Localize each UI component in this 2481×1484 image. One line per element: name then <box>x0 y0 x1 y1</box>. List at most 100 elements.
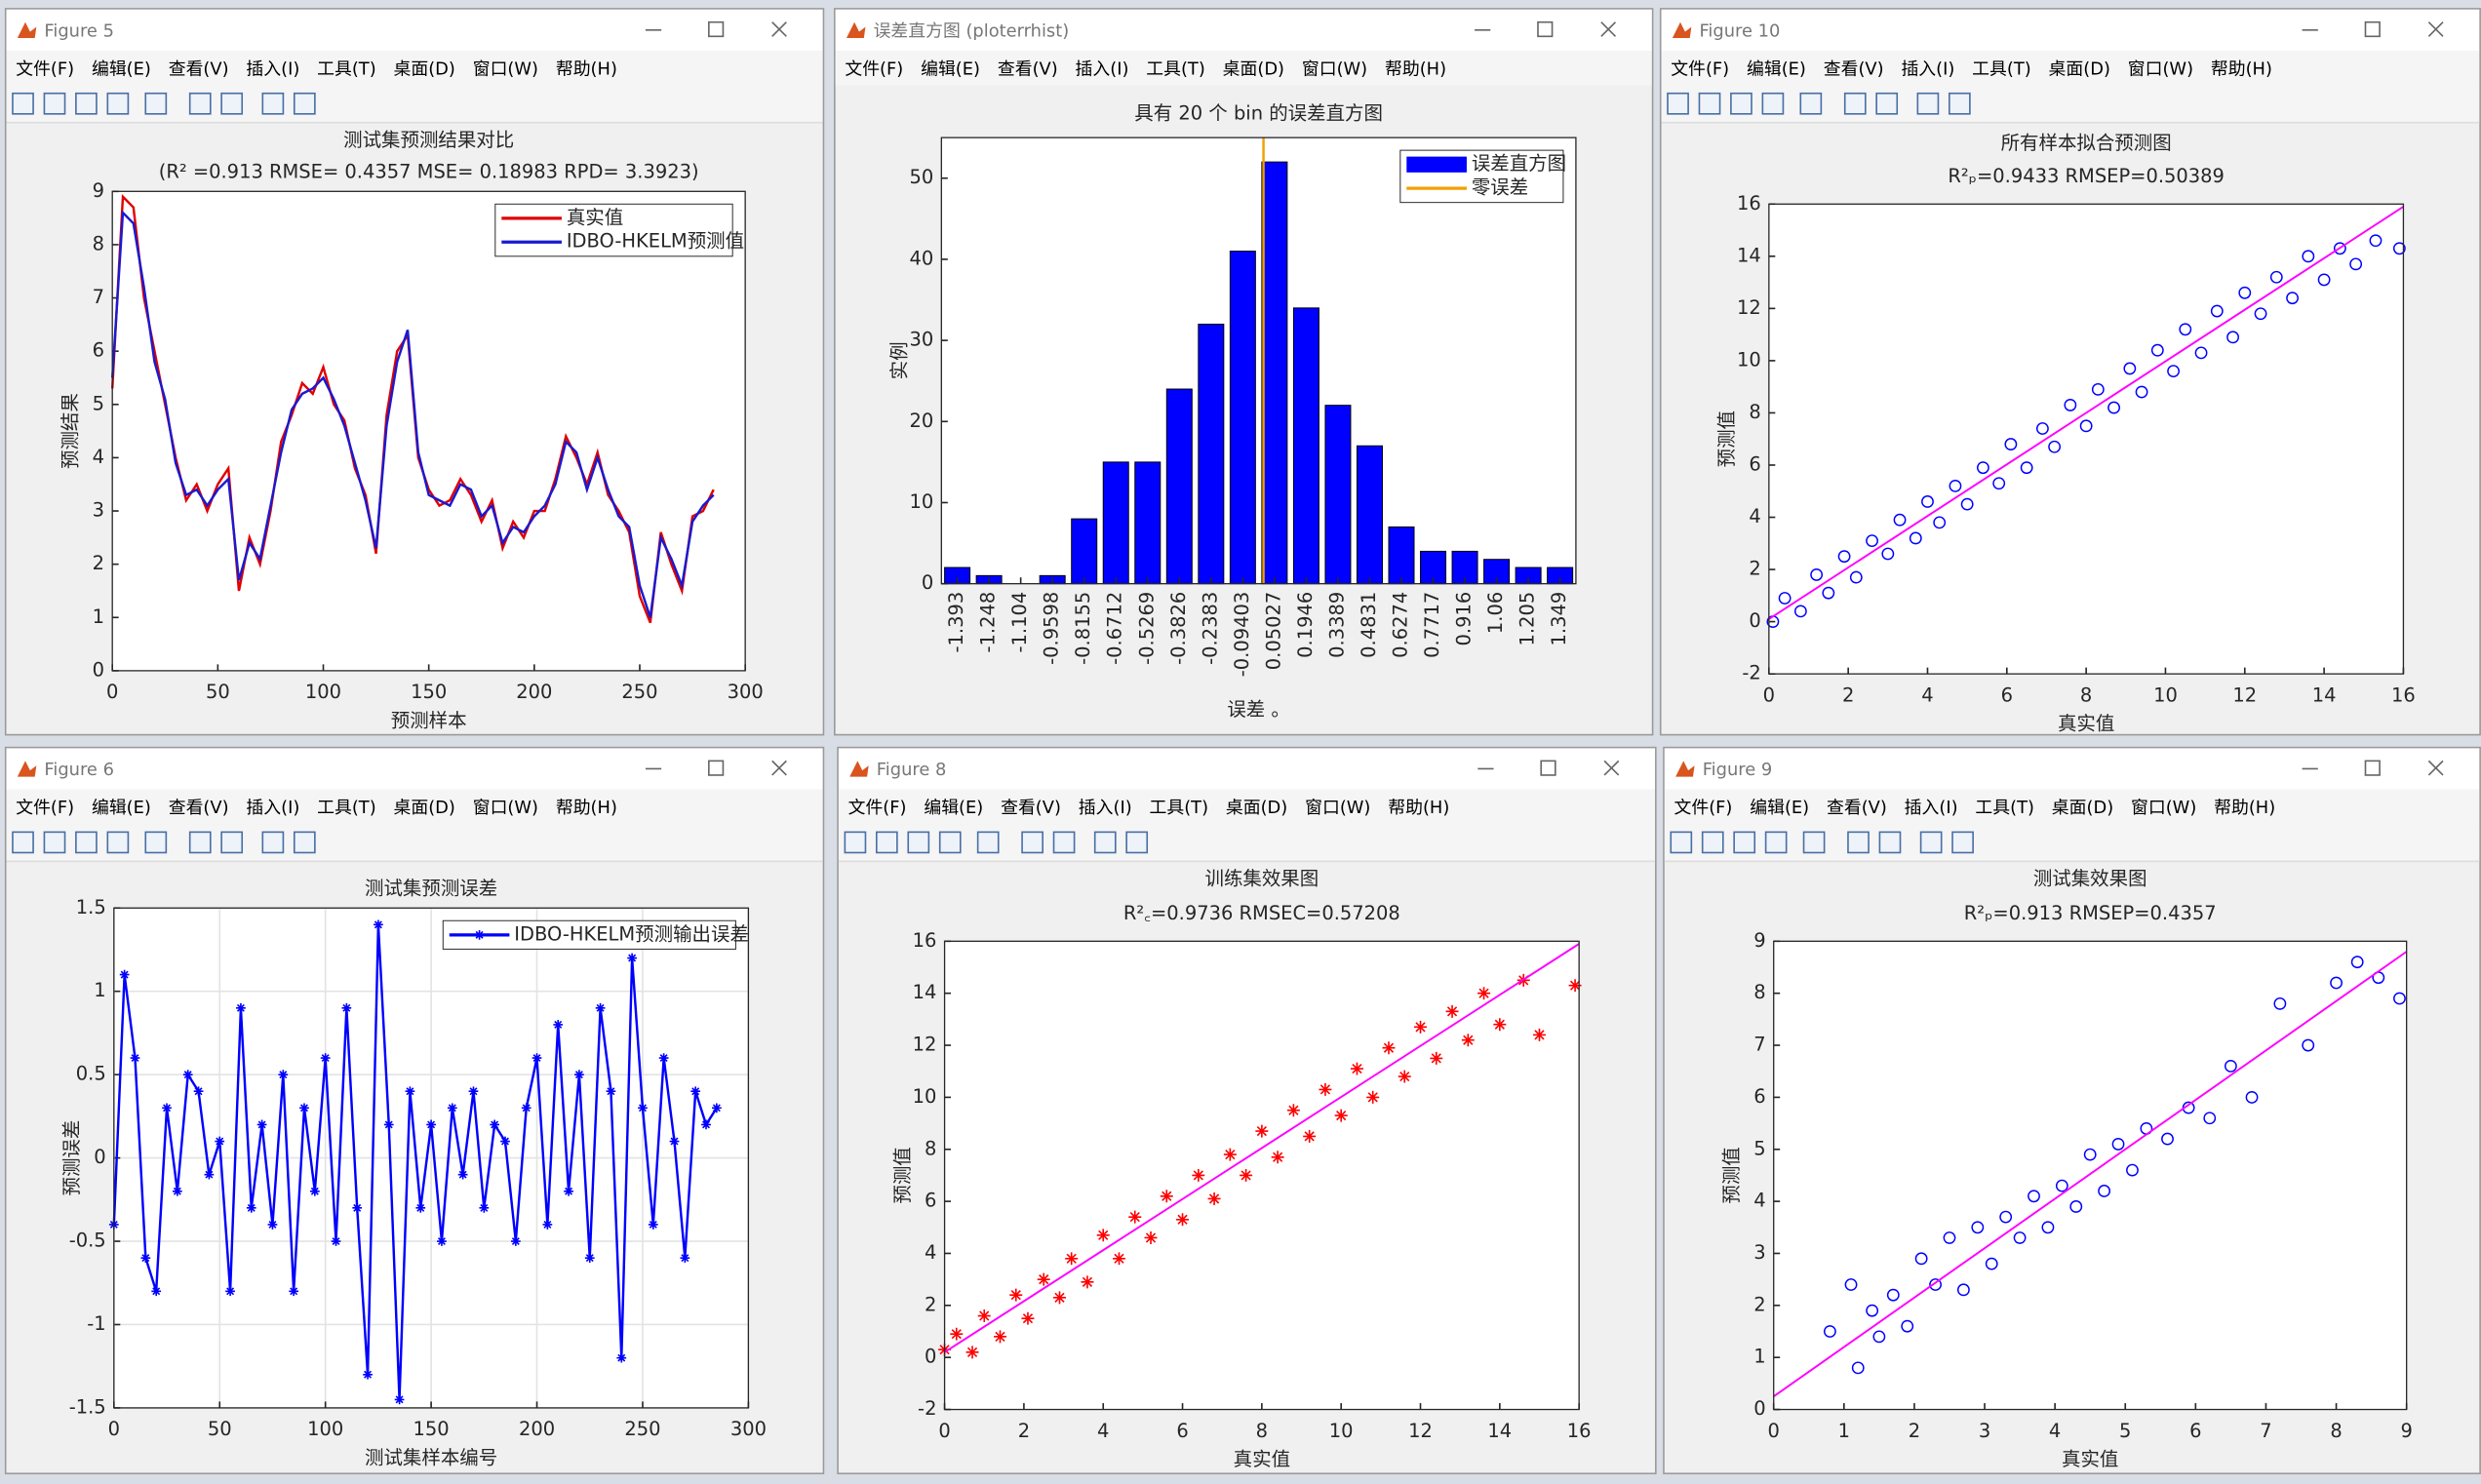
menu-item[interactable]: 文件(F) <box>1674 797 1733 818</box>
tool-button[interactable] <box>261 92 285 115</box>
tool-button[interactable] <box>106 92 130 115</box>
tool-button[interactable] <box>1093 831 1117 854</box>
tool-button[interactable] <box>43 831 66 854</box>
menu-item[interactable]: 编辑(E) <box>91 59 151 80</box>
menu-item[interactable]: 编辑(E) <box>924 797 984 818</box>
close-button[interactable] <box>2427 760 2444 776</box>
tool-button[interactable] <box>144 831 168 854</box>
tool-button[interactable] <box>144 92 168 115</box>
menu-item[interactable]: 查看(V) <box>168 59 229 80</box>
menu-item[interactable]: 查看(V) <box>1827 797 1887 818</box>
tool-button[interactable] <box>220 92 244 115</box>
menu-item[interactable]: 工具(T) <box>1972 59 2031 80</box>
menu-item[interactable]: 桌面(D) <box>2048 59 2110 80</box>
tool-button[interactable] <box>1802 831 1826 854</box>
tool-button[interactable] <box>1919 831 1943 854</box>
menu-item[interactable]: 插入(I) <box>1075 59 1129 80</box>
tool-button[interactable] <box>293 831 316 854</box>
tool-button[interactable] <box>1052 831 1076 854</box>
tool-button[interactable] <box>12 92 34 115</box>
tool-button[interactable] <box>1951 831 1974 854</box>
tool-button[interactable] <box>75 831 98 854</box>
tool-button[interactable] <box>188 831 212 854</box>
menu-item[interactable]: 工具(T) <box>1149 797 1209 818</box>
tool-button[interactable] <box>75 92 98 115</box>
maximize-button[interactable] <box>2364 20 2381 38</box>
menu-item[interactable]: 桌面(D) <box>1222 59 1285 80</box>
tool-button[interactable] <box>1875 92 1899 115</box>
menu-item[interactable]: 查看(V) <box>1001 797 1061 818</box>
menu-item[interactable]: 文件(F) <box>845 59 904 80</box>
menu-item[interactable]: 文件(F) <box>16 59 75 80</box>
menu-item[interactable]: 文件(F) <box>847 797 907 818</box>
tool-button[interactable] <box>188 92 212 115</box>
menu-item[interactable]: 桌面(D) <box>393 797 455 818</box>
menu-item[interactable]: 工具(T) <box>317 797 376 818</box>
menu-item[interactable]: 查看(V) <box>168 797 229 818</box>
menu-item[interactable]: 窗口(W) <box>2127 59 2194 80</box>
close-button[interactable] <box>1600 21 1617 37</box>
menu-item[interactable]: 文件(F) <box>1671 59 1730 80</box>
tool-button[interactable] <box>1667 92 1689 115</box>
tool-button[interactable] <box>1799 92 1823 115</box>
tool-button[interactable] <box>1948 92 1971 115</box>
tool-button[interactable] <box>938 831 962 854</box>
maximize-button[interactable] <box>1540 760 1556 776</box>
menu-item[interactable]: 窗口(W) <box>472 797 539 818</box>
menu-item[interactable]: 桌面(D) <box>2051 797 2114 818</box>
close-button[interactable] <box>771 760 787 776</box>
tool-button[interactable] <box>844 831 867 854</box>
menu-item[interactable]: 编辑(E) <box>1750 797 1810 818</box>
menu-item[interactable]: 文件(F) <box>16 797 75 818</box>
menu-item[interactable]: 桌面(D) <box>393 59 455 80</box>
tool-button[interactable] <box>1916 92 1940 115</box>
tool-button[interactable] <box>1698 92 1721 115</box>
tool-button[interactable] <box>106 831 130 854</box>
menu-item[interactable]: 编辑(E) <box>91 797 151 818</box>
maximize-button[interactable] <box>708 20 725 38</box>
menu-item[interactable]: 插入(I) <box>1904 797 1958 818</box>
tool-button[interactable] <box>1847 831 1870 854</box>
close-button[interactable] <box>2427 21 2444 37</box>
tool-button[interactable] <box>43 92 66 115</box>
tool-button[interactable] <box>1125 831 1149 854</box>
maximize-button[interactable] <box>1537 20 1554 38</box>
tool-button[interactable] <box>261 831 285 854</box>
menu-item[interactable]: 帮助(H) <box>1385 59 1447 80</box>
tool-button[interactable] <box>1733 831 1756 854</box>
menu-item[interactable]: 窗口(W) <box>2131 797 2197 818</box>
menu-item[interactable]: 查看(V) <box>997 59 1058 80</box>
close-button[interactable] <box>771 21 787 37</box>
tool-button[interactable] <box>1670 831 1693 854</box>
tool-button[interactable] <box>1878 831 1902 854</box>
menu-item[interactable]: 帮助(H) <box>555 59 617 80</box>
tool-button[interactable] <box>1021 831 1044 854</box>
menu-item[interactable]: 窗口(W) <box>1301 59 1368 80</box>
tool-button[interactable] <box>1730 92 1752 115</box>
menu-item[interactable]: 插入(I) <box>1901 59 1955 80</box>
menu-item[interactable]: 工具(T) <box>1146 59 1205 80</box>
menu-item[interactable]: 查看(V) <box>1823 59 1884 80</box>
menu-item[interactable]: 工具(T) <box>317 59 376 80</box>
tool-button[interactable] <box>1843 92 1867 115</box>
tool-button[interactable] <box>907 831 930 854</box>
menu-item[interactable]: 窗口(W) <box>472 59 539 80</box>
menu-item[interactable]: 编辑(E) <box>921 59 981 80</box>
close-button[interactable] <box>1603 760 1620 776</box>
menu-item[interactable]: 编辑(E) <box>1747 59 1806 80</box>
maximize-button[interactable] <box>2364 760 2381 776</box>
menu-item[interactable]: 帮助(H) <box>555 797 617 818</box>
tool-button[interactable] <box>220 831 244 854</box>
menu-item[interactable]: 插入(I) <box>246 59 300 80</box>
menu-item[interactable]: 帮助(H) <box>2210 59 2272 80</box>
menu-item[interactable]: 插入(I) <box>1078 797 1132 818</box>
tool-button[interactable] <box>293 92 316 115</box>
tool-button[interactable] <box>1701 831 1724 854</box>
menu-item[interactable]: 帮助(H) <box>2214 797 2276 818</box>
tool-button[interactable] <box>875 831 898 854</box>
menu-item[interactable]: 窗口(W) <box>1305 797 1371 818</box>
tool-button[interactable] <box>976 831 1000 854</box>
menu-item[interactable]: 工具(T) <box>1975 797 2034 818</box>
tool-button[interactable] <box>1764 831 1788 854</box>
menu-item[interactable]: 桌面(D) <box>1225 797 1288 818</box>
